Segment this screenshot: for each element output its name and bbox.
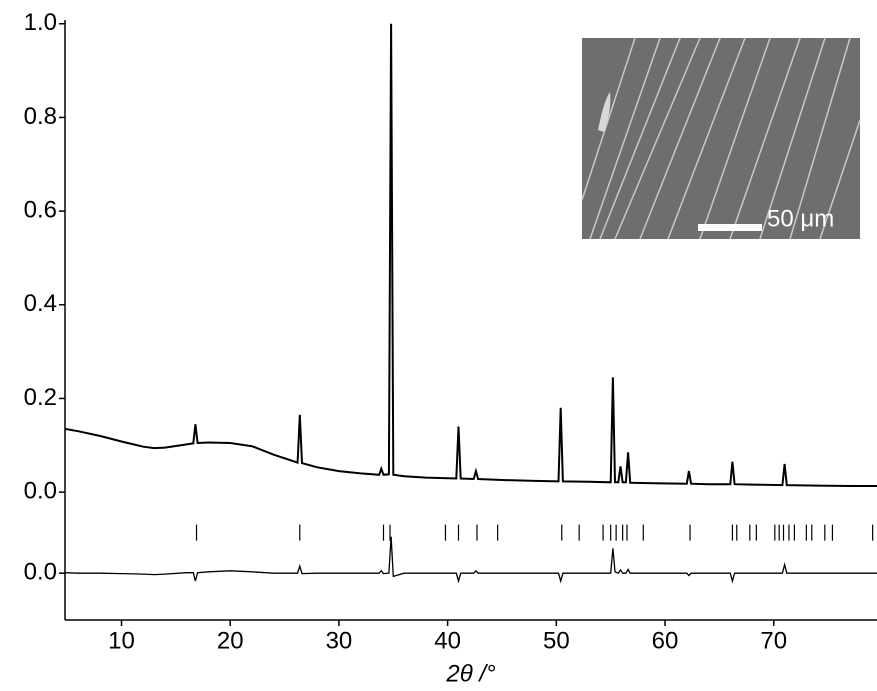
x-tick-label: 50: [543, 627, 570, 654]
sem-particle: [598, 92, 611, 132]
x-tick-label: 10: [108, 627, 135, 654]
x-tick-label: 20: [217, 627, 244, 654]
series-line: [64, 536, 877, 584]
y-tick-label: 0.6: [24, 196, 57, 223]
y-tick-label: 0.2: [24, 384, 57, 411]
series-line: [64, 23, 877, 487]
scale-bar: [698, 224, 762, 231]
y-tick-label: 0.4: [24, 290, 57, 317]
x-tick-label: 70: [760, 627, 787, 654]
scale-label: 50 μm: [767, 205, 834, 232]
x-axis-label: 2θ /°: [445, 660, 496, 687]
y-tick-label: 1.0: [24, 9, 57, 36]
inset-image: 50 μm: [581, 37, 861, 240]
sem-fibers: [581, 37, 861, 240]
x-tick-label: 60: [652, 627, 679, 654]
x-tick-label: 30: [326, 627, 353, 654]
x-tick-label: 40: [434, 627, 461, 654]
y-tick-label: 0.0: [24, 559, 57, 586]
y-tick-label: 0.8: [24, 103, 57, 130]
y-tick-label: 0.0: [24, 477, 57, 504]
